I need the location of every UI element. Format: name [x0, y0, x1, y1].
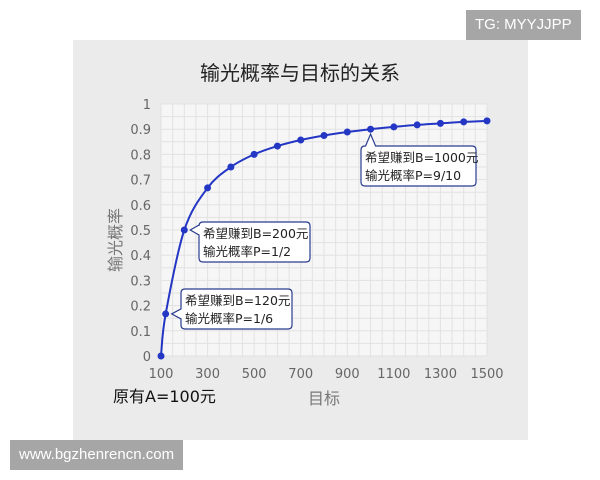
data-point	[413, 121, 421, 129]
y-tick-label: 0.3	[130, 274, 151, 289]
data-point	[436, 119, 444, 127]
data-point	[204, 184, 212, 192]
callout-box	[360, 132, 477, 187]
chart-title: 输光概率与目标的关系	[200, 61, 400, 85]
callout-line-2: 输光概率P=9/10	[365, 168, 461, 183]
callout-line-2: 输光概率P=1/6	[185, 311, 273, 326]
y-tick-label: 0.8	[130, 148, 151, 163]
data-point	[343, 128, 351, 136]
callout-line-1: 希望赚到B=120元	[185, 293, 290, 308]
x-tick-label: 700	[288, 367, 313, 382]
x-tick-label: 100	[149, 367, 174, 382]
y-tick-label: 0.2	[130, 300, 151, 315]
data-point	[320, 132, 328, 139]
x-tick-label: 500	[242, 367, 267, 382]
x-tick-label: 1300	[424, 367, 457, 382]
x-axis-label: 目标	[308, 389, 340, 408]
series-points	[157, 117, 491, 360]
note-original-amount: 原有A=100元	[113, 387, 216, 406]
callout-line-1: 希望赚到B=1000元	[365, 150, 478, 165]
y-tick-label: 0.9	[130, 123, 151, 138]
data-point	[180, 226, 188, 234]
callout-line-2: 输光概率P=1/2	[203, 244, 291, 259]
y-tick-label: 0.6	[130, 199, 151, 214]
data-point	[390, 123, 398, 131]
data-point	[157, 352, 165, 360]
x-tick-label: 1500	[470, 367, 503, 382]
data-point	[162, 310, 170, 318]
data-point	[367, 125, 375, 133]
data-point	[273, 142, 281, 150]
x-tick-label: 300	[195, 367, 220, 382]
watermark-bottom-left: www.bgzhenrencn.com	[10, 440, 184, 470]
series-line	[160, 119, 488, 357]
data-point	[250, 150, 258, 158]
x-tick-label: 900	[335, 367, 360, 382]
x-ticks: 100 300 500 700 900 1100 1300 1500	[149, 367, 504, 382]
y-ticks: 0 0.1 0.2 0.3 0.4 0.5 0.6 0.7 0.8 0.9 1	[130, 98, 151, 365]
data-point	[460, 118, 468, 126]
data-point	[483, 117, 491, 125]
callout-line-1: 希望赚到B=200元	[203, 226, 308, 241]
y-tick-label: 0.1	[130, 325, 151, 340]
x-tick-label: 1100	[377, 367, 410, 382]
data-point	[297, 136, 305, 144]
data-point	[227, 163, 235, 171]
y-tick-label: 0.7	[130, 174, 151, 189]
y-axis-label: 输光概率	[106, 208, 125, 272]
watermark-top-right: TG: MYYJJPP	[466, 10, 581, 40]
y-tick-label: 0.4	[130, 249, 151, 264]
callout-box	[189, 221, 311, 263]
y-tick-label: 0	[143, 350, 151, 365]
callout-box	[170, 288, 293, 330]
y-tick-label: 1	[143, 98, 151, 113]
y-tick-label: 0.5	[130, 224, 151, 239]
